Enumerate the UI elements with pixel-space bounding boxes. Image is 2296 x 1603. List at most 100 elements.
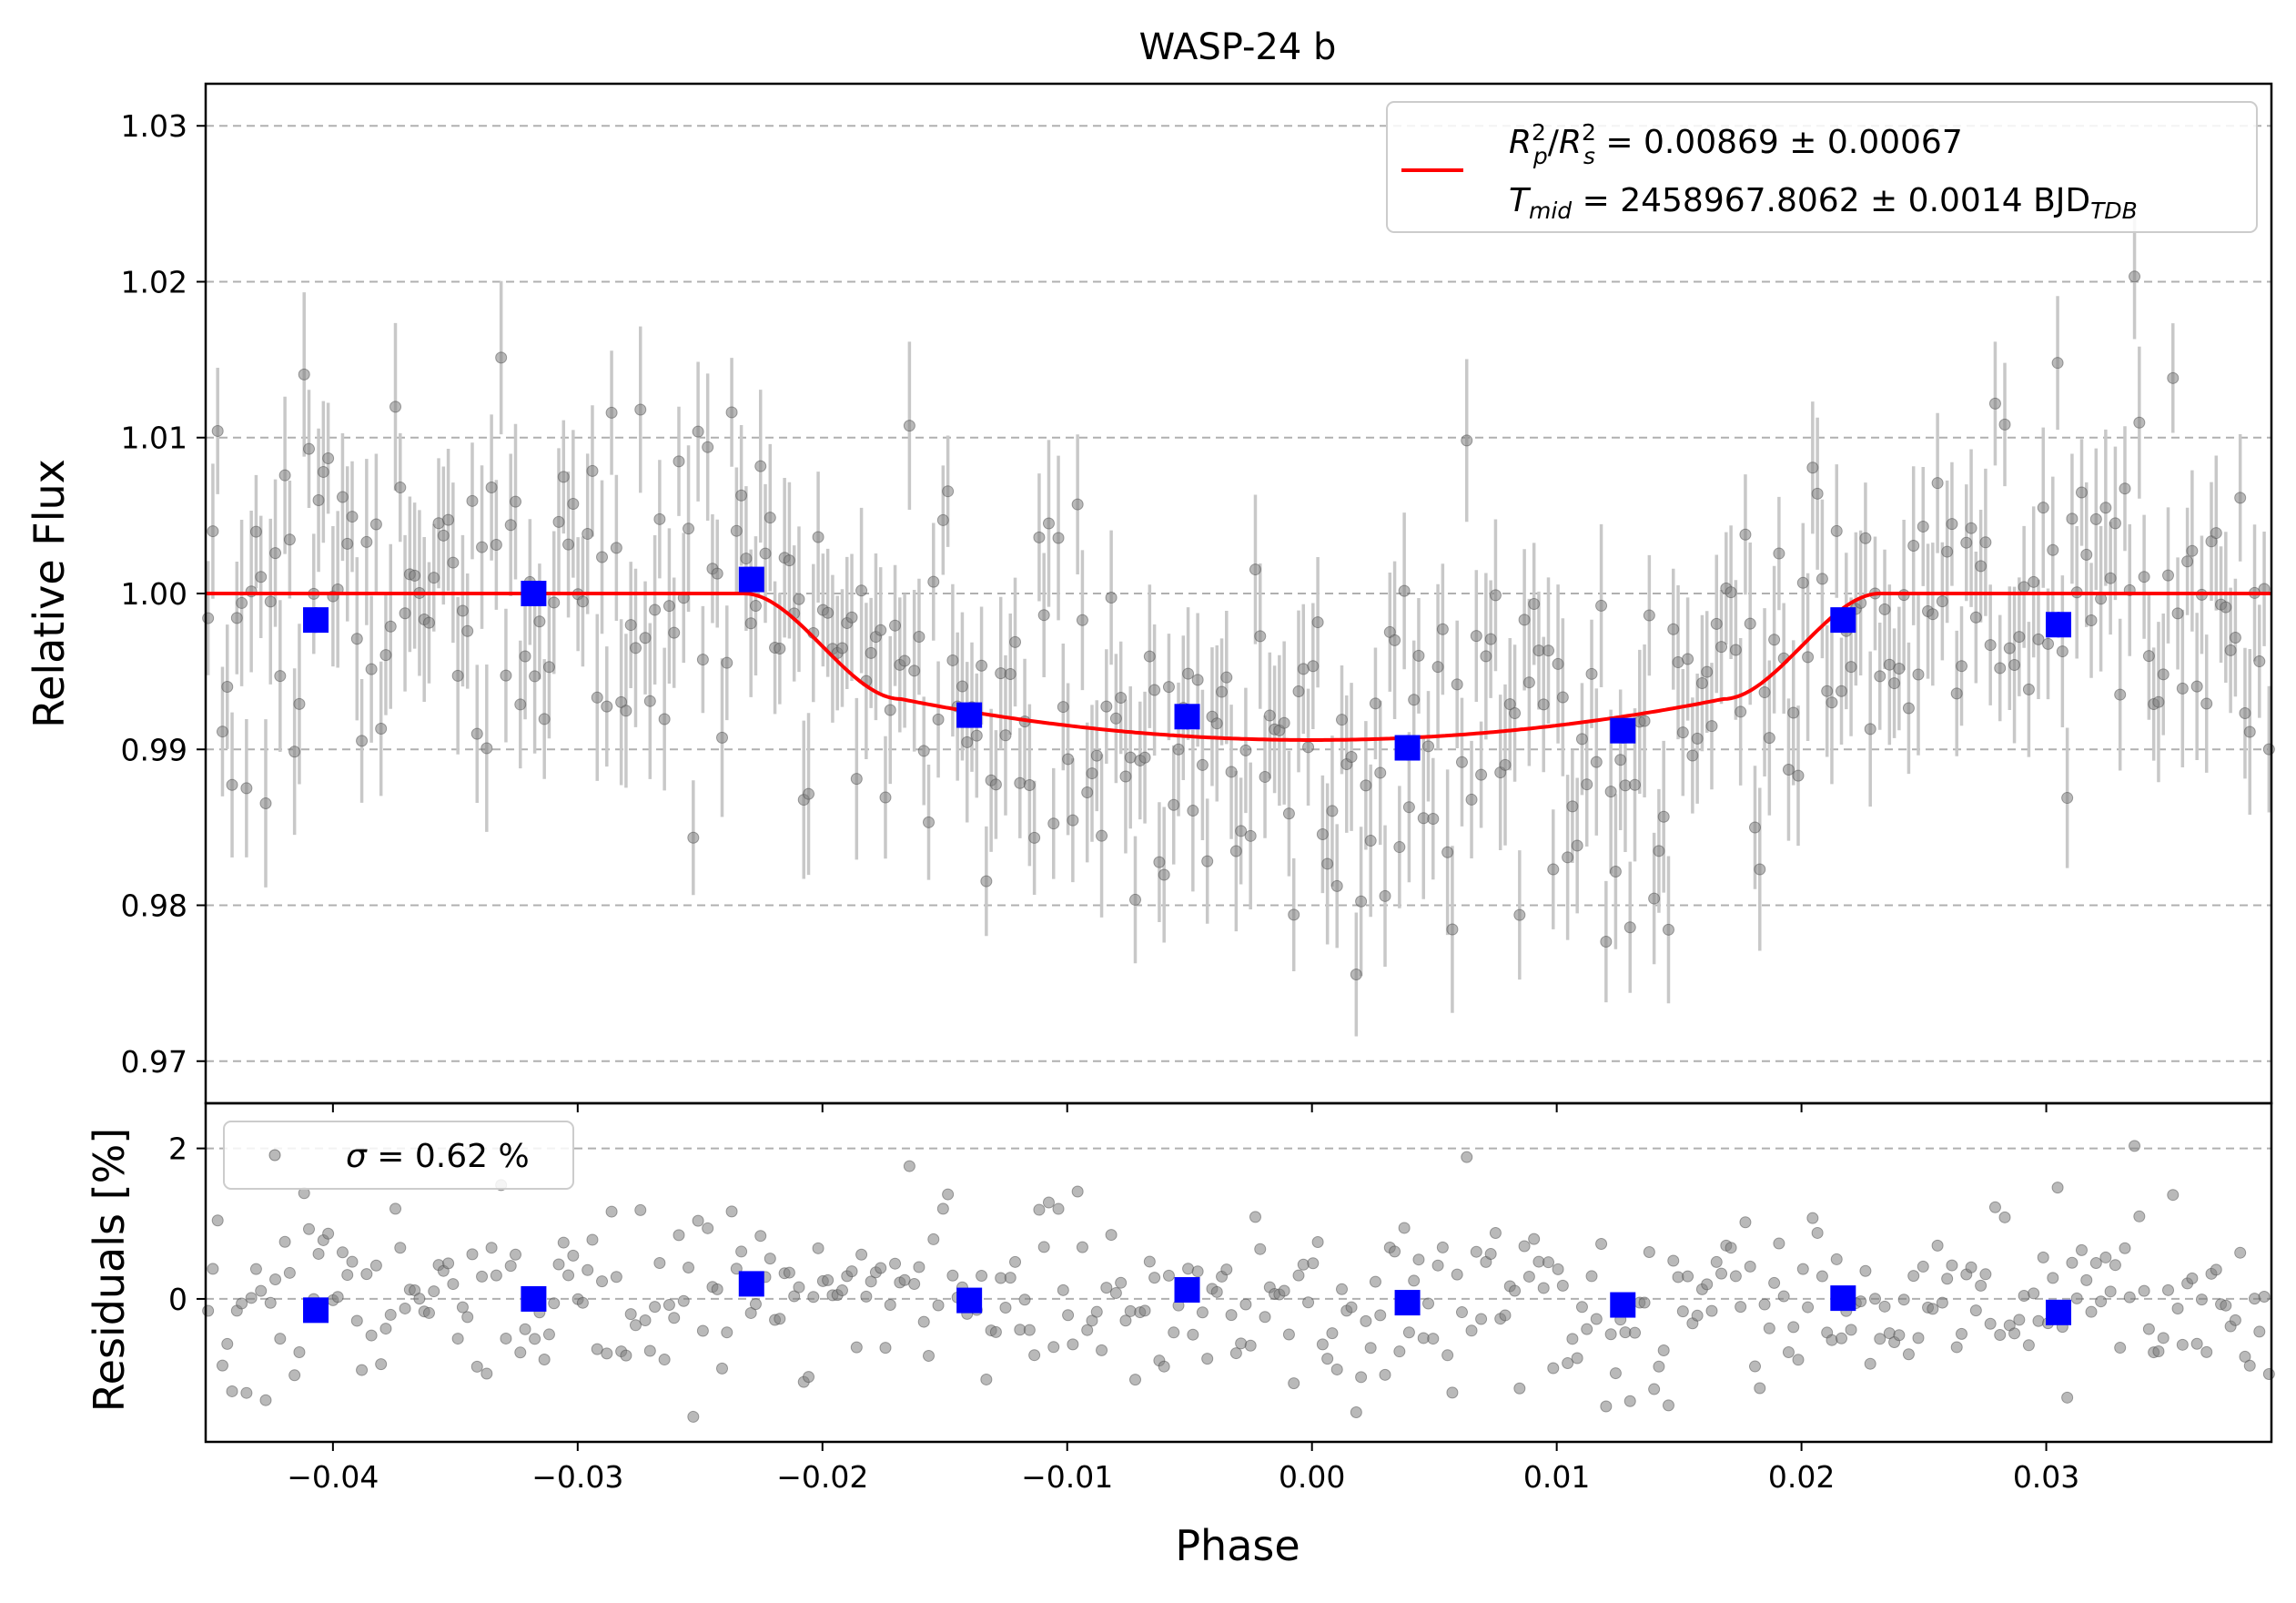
residuals-raw-points bbox=[202, 1140, 2275, 1423]
raw-point bbox=[2047, 543, 2059, 556]
residual-point bbox=[1023, 1324, 1036, 1336]
residual-point bbox=[1360, 1314, 1372, 1327]
raw-point bbox=[1465, 793, 1478, 806]
residual-point bbox=[908, 1278, 921, 1291]
residual-point bbox=[889, 1257, 902, 1270]
raw-point bbox=[687, 831, 700, 844]
residual-point bbox=[1657, 1344, 1670, 1357]
raw-point bbox=[346, 511, 359, 523]
raw-point bbox=[1374, 766, 1387, 779]
residuals-ytick-label: 2 bbox=[168, 1131, 187, 1167]
residual-point bbox=[865, 1275, 877, 1288]
raw-point bbox=[2080, 548, 2093, 561]
raw-point bbox=[202, 612, 215, 624]
residual-point bbox=[913, 1261, 925, 1273]
raw-point bbox=[1782, 763, 1795, 776]
residual-point bbox=[1705, 1304, 1718, 1317]
raw-point bbox=[2224, 644, 2237, 656]
residual-point bbox=[1830, 1253, 1843, 1265]
raw-point bbox=[932, 713, 945, 725]
residuals-axes-frame bbox=[204, 1101, 2273, 1444]
raw-point bbox=[1229, 845, 1242, 857]
raw-point bbox=[548, 596, 561, 609]
residual-point bbox=[835, 1284, 848, 1297]
residual-point bbox=[269, 1273, 282, 1286]
residual-point bbox=[1629, 1326, 1642, 1339]
raw-point bbox=[230, 612, 243, 624]
residual-point bbox=[696, 1324, 709, 1337]
residual-point bbox=[850, 1341, 863, 1354]
raw-point bbox=[2119, 482, 2131, 495]
residual-point bbox=[1739, 1216, 1752, 1229]
residual-point bbox=[1998, 1211, 2011, 1223]
raw-point bbox=[629, 642, 642, 654]
residual-point bbox=[2022, 1339, 2035, 1352]
residual-point bbox=[932, 1299, 945, 1312]
raw-point bbox=[1336, 714, 1348, 726]
raw-point bbox=[725, 406, 738, 419]
residual-point bbox=[1975, 1279, 1988, 1292]
raw-point bbox=[451, 669, 464, 682]
raw-point bbox=[2008, 659, 2021, 672]
residual-point bbox=[1749, 1360, 1761, 1373]
raw-point bbox=[1216, 685, 1229, 698]
raw-point bbox=[2129, 270, 2141, 283]
residual-point bbox=[394, 1242, 407, 1254]
raw-point bbox=[298, 368, 310, 380]
raw-point bbox=[1623, 921, 1636, 934]
residual-point bbox=[312, 1247, 325, 1260]
residual-point bbox=[1585, 1270, 1598, 1283]
residual-point bbox=[683, 1262, 695, 1274]
residual-point bbox=[1984, 1317, 1997, 1330]
residual-point bbox=[1787, 1321, 1800, 1334]
raw-point bbox=[582, 527, 594, 540]
residual-point bbox=[346, 1255, 359, 1268]
raw-point bbox=[470, 727, 483, 740]
residual-point bbox=[1201, 1353, 1214, 1365]
main-x-ticks bbox=[331, 1103, 2048, 1112]
residual-point bbox=[576, 1296, 589, 1309]
raw-point bbox=[442, 513, 455, 526]
residual-point bbox=[1282, 1328, 1295, 1341]
residual-point bbox=[1816, 1270, 1828, 1283]
raw-point bbox=[639, 632, 652, 644]
residual-point bbox=[1826, 1334, 1838, 1346]
residual-point bbox=[1648, 1383, 1661, 1395]
raw-point bbox=[956, 680, 968, 693]
raw-point bbox=[274, 670, 287, 683]
raw-point bbox=[879, 791, 892, 804]
residual-point bbox=[1254, 1243, 1267, 1255]
residual-point bbox=[1081, 1324, 1094, 1336]
raw-point bbox=[1422, 740, 1435, 753]
raw-point bbox=[2253, 655, 2266, 668]
raw-point bbox=[721, 656, 733, 669]
residual-point bbox=[485, 1242, 498, 1254]
residual-point bbox=[538, 1354, 551, 1366]
residual-point bbox=[663, 1299, 675, 1312]
binned-point bbox=[1830, 607, 1856, 634]
legend-depth-label: R2 p/R2 s = 0.00869 ± 0.00067 bbox=[1509, 119, 1963, 169]
raw-point bbox=[744, 617, 757, 630]
raw-point bbox=[605, 406, 618, 419]
residual-point bbox=[702, 1222, 714, 1234]
residual-point bbox=[812, 1242, 824, 1254]
residual-point bbox=[989, 1325, 1002, 1338]
residual-point bbox=[721, 1326, 733, 1339]
raw-point bbox=[942, 485, 955, 498]
residual-point bbox=[466, 1248, 479, 1261]
raw-point bbox=[2181, 555, 2194, 568]
residual-point bbox=[1162, 1269, 1175, 1282]
raw-point bbox=[2234, 492, 2247, 504]
residual-point bbox=[1897, 1294, 1910, 1306]
raw-point bbox=[1811, 487, 1824, 500]
residual-point bbox=[1662, 1399, 1674, 1412]
raw-point bbox=[1129, 893, 1141, 906]
raw-point bbox=[1119, 770, 1132, 783]
residual-point bbox=[1037, 1241, 1050, 1253]
residual-point bbox=[999, 1302, 1012, 1314]
residual-point bbox=[500, 1332, 512, 1344]
raw-point bbox=[1235, 825, 1248, 837]
raw-point bbox=[1143, 650, 1156, 663]
raw-point bbox=[1965, 522, 1977, 534]
residual-point bbox=[1148, 1272, 1161, 1284]
